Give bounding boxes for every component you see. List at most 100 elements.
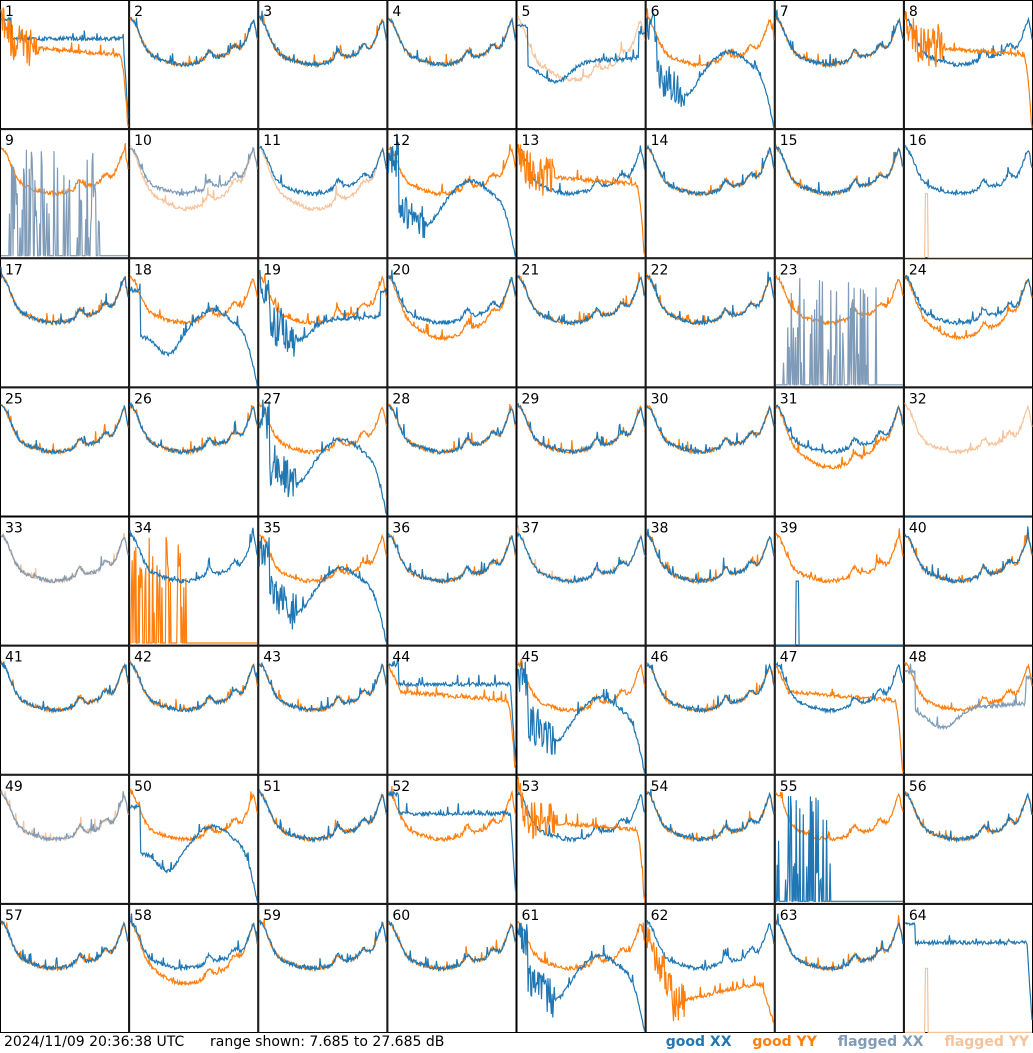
series-yy	[517, 402, 646, 455]
panel-label: 12	[392, 133, 410, 149]
panel-7: 7	[774, 0, 904, 130]
series-yy	[517, 920, 646, 972]
panel-10: 10	[129, 129, 259, 259]
series-yy	[387, 274, 517, 342]
series-xx	[904, 144, 1033, 197]
panel-12: 12	[387, 129, 517, 259]
series-xx	[646, 528, 775, 585]
panel-label: 42	[134, 650, 152, 666]
panel-label: 30	[651, 391, 669, 407]
series-xx	[517, 791, 646, 844]
panel-label: 33	[5, 521, 23, 537]
panel-label: 53	[522, 779, 540, 795]
panel-label: 31	[780, 391, 798, 407]
panel-label: 46	[651, 650, 669, 666]
panel-label: 43	[263, 650, 281, 666]
panel-label: 51	[263, 779, 281, 795]
panel-label: 59	[263, 908, 281, 924]
series-xx	[904, 921, 1033, 1021]
panel-label: 45	[522, 650, 540, 666]
panel-border	[516, 129, 646, 259]
series-xx	[130, 803, 258, 902]
panel-border	[0, 0, 130, 130]
panel-18: 18	[129, 258, 259, 388]
series-xx	[646, 406, 775, 456]
series-xx	[904, 791, 1033, 844]
series-xx	[646, 271, 775, 327]
series-yy	[775, 403, 904, 470]
panel-label: 37	[522, 521, 540, 537]
series-yy	[387, 664, 517, 768]
series-xx	[258, 661, 387, 713]
panel-2: 2	[129, 0, 259, 130]
panel-13: 13	[516, 129, 646, 259]
panel-border	[387, 645, 517, 775]
series-xx	[388, 658, 517, 762]
panel-label: 2	[134, 4, 143, 20]
series-xx	[387, 790, 517, 891]
panel-label: 60	[392, 908, 410, 924]
series-xx	[516, 922, 646, 1032]
series-yy	[129, 919, 258, 986]
panel-39: 39	[774, 516, 904, 646]
series-xx	[0, 661, 129, 714]
panel-label: 22	[651, 262, 669, 278]
timestamp: 2024/11/09 20:36:38 UTC	[4, 1034, 185, 1050]
series-xx	[646, 919, 775, 972]
panel-label: 50	[134, 779, 152, 795]
series-xx	[258, 789, 387, 843]
panel-label: 35	[263, 521, 281, 537]
panel-label: 7	[780, 4, 789, 20]
panel-26: 26	[129, 387, 259, 517]
panel-label: 15	[780, 133, 798, 149]
panel-label: 29	[522, 391, 540, 407]
panel-label: 16	[909, 133, 927, 149]
panel-62: 62	[645, 903, 775, 1033]
panel-label: 11	[263, 133, 281, 149]
panel-label: 54	[651, 779, 669, 795]
panel-label: 36	[392, 521, 410, 537]
panel-45: 45	[516, 645, 646, 775]
panel-label: 40	[909, 521, 927, 537]
series-yy	[516, 776, 646, 901]
panel-28: 28	[387, 387, 517, 517]
series-xx	[646, 12, 775, 129]
panel-label: 23	[780, 262, 798, 278]
series-xx	[387, 532, 517, 585]
panel-label: 57	[5, 908, 23, 924]
panel-61: 61	[516, 903, 646, 1033]
series-yy	[646, 8, 775, 69]
panel-label: 28	[392, 391, 410, 407]
series-xx	[775, 796, 903, 902]
panel-29: 29	[516, 387, 646, 517]
series-xx	[387, 133, 517, 258]
series-xx	[129, 283, 258, 387]
series-xx	[775, 913, 904, 973]
panel-41: 41	[0, 645, 130, 775]
series-yy	[130, 537, 258, 644]
series-xx	[904, 274, 1033, 326]
panel-border	[645, 774, 775, 904]
panel-20: 20	[387, 258, 517, 388]
panel-label: 34	[134, 521, 152, 537]
panel-64: 64	[903, 903, 1033, 1033]
panel-label: 3	[263, 4, 272, 20]
panel-label: 17	[5, 262, 23, 278]
panel-27: 27	[258, 387, 388, 517]
series-xx	[258, 537, 387, 643]
series-xx	[775, 10, 904, 69]
series-xx	[129, 662, 258, 714]
panel-label: 26	[134, 391, 152, 407]
panel-label: 10	[134, 133, 152, 149]
panel-60: 60	[387, 903, 517, 1033]
panel-21: 21	[516, 258, 646, 388]
panel-label: 38	[651, 521, 669, 537]
series-xx	[258, 919, 387, 973]
series-yy	[387, 533, 517, 585]
panel-label: 4	[392, 4, 401, 20]
panel-label: 8	[909, 4, 918, 20]
series-xx	[516, 402, 646, 456]
panel-border	[645, 645, 775, 775]
panel-border	[645, 258, 775, 388]
series-xx	[258, 10, 387, 69]
